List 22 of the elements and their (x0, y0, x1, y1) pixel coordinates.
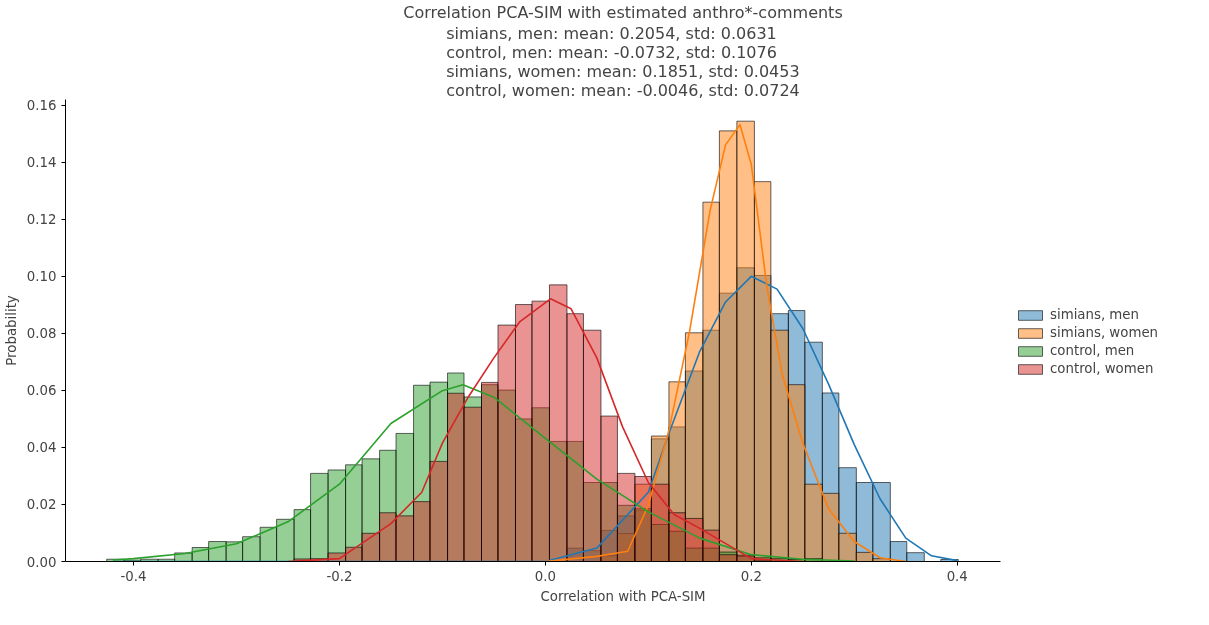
x-tick-label: -0.4 (120, 568, 147, 584)
y-tick-label: 0.08 (26, 326, 57, 342)
legend-label: control, women (1050, 361, 1154, 376)
y-axis-title: Probability (3, 295, 19, 366)
y-tick-label: 0.04 (26, 440, 57, 456)
x-tick-label: -0.2 (326, 568, 353, 584)
legend-label: control, men (1050, 343, 1135, 358)
y-tick-label: 0.16 (26, 98, 57, 114)
legend-label: simians, women (1050, 325, 1159, 340)
legend-label: simians, men (1050, 307, 1139, 322)
y-tick-label: 0.12 (26, 212, 57, 228)
y-tick-label: 0.10 (26, 269, 57, 285)
y-tick-label: 0.00 (26, 554, 57, 570)
x-tick-label: 0.2 (740, 568, 762, 584)
x-axis-title: Correlation with PCA-SIM (540, 588, 706, 604)
y-tick-label: 0.14 (26, 155, 57, 171)
y-tick-label: 0.02 (26, 497, 57, 513)
y-tick-label: 0.06 (26, 383, 57, 399)
x-tick-label: 0.4 (946, 568, 968, 584)
chart-title: Correlation PCA-SIM with estimated anthro*-comments (403, 2, 843, 22)
chart-subtitle: simians, men: mean: 0.2054, std: 0.0631 control, men: mean: -0.0732, std: 0.1076 simians, women: mean: 0.1851, std: 0.0453 control, women: mean: -0.0046, std: 0.0724 (446, 23, 800, 100)
x-tick-label: 0.0 (534, 568, 556, 584)
